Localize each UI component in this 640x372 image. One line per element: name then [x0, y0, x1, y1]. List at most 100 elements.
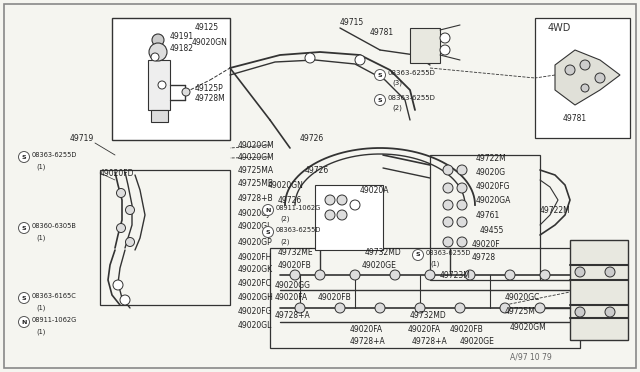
- Text: S: S: [416, 253, 420, 257]
- Circle shape: [505, 270, 515, 280]
- Text: 49728+A: 49728+A: [275, 311, 311, 320]
- Text: 49722M: 49722M: [540, 205, 571, 215]
- Text: 49020FA: 49020FA: [350, 326, 383, 334]
- Text: 08363-6255D: 08363-6255D: [426, 250, 472, 256]
- Text: 49020GM: 49020GM: [510, 324, 547, 333]
- Circle shape: [595, 73, 605, 83]
- Circle shape: [151, 53, 159, 61]
- Circle shape: [500, 303, 510, 313]
- Circle shape: [337, 195, 347, 205]
- Text: 08360-6305B: 08360-6305B: [32, 223, 77, 229]
- Text: 49020GH: 49020GH: [238, 294, 274, 302]
- Text: 49725M: 49725M: [505, 308, 536, 317]
- Text: 49761: 49761: [476, 211, 500, 219]
- Circle shape: [575, 307, 585, 317]
- Circle shape: [605, 267, 615, 277]
- Bar: [148, 60, 170, 110]
- Circle shape: [305, 53, 315, 63]
- Text: 49781: 49781: [563, 113, 587, 122]
- Text: 49728+A: 49728+A: [350, 337, 386, 346]
- Text: 49020GG: 49020GG: [275, 280, 311, 289]
- Text: 49020GA: 49020GA: [476, 196, 511, 205]
- Text: 49182: 49182: [170, 44, 194, 52]
- Circle shape: [565, 65, 575, 75]
- Circle shape: [415, 303, 425, 313]
- Circle shape: [390, 270, 400, 280]
- Text: 49732MD: 49732MD: [410, 311, 447, 320]
- Text: 49125P: 49125P: [195, 83, 224, 93]
- Circle shape: [182, 88, 190, 96]
- Circle shape: [315, 270, 325, 280]
- Text: 08363-6255D: 08363-6255D: [32, 152, 77, 158]
- Circle shape: [335, 303, 345, 313]
- Text: 49020GP: 49020GP: [238, 237, 273, 247]
- Circle shape: [465, 270, 475, 280]
- Circle shape: [125, 237, 134, 247]
- Circle shape: [413, 250, 424, 260]
- Circle shape: [457, 183, 467, 193]
- Circle shape: [19, 292, 29, 304]
- Circle shape: [457, 200, 467, 210]
- Text: 49728+B: 49728+B: [238, 193, 274, 202]
- Circle shape: [443, 183, 453, 193]
- Circle shape: [158, 81, 166, 89]
- Bar: [151, 110, 168, 122]
- Bar: [410, 28, 440, 63]
- Text: 49020FD: 49020FD: [100, 169, 134, 177]
- Text: 49020GJ: 49020GJ: [238, 221, 270, 231]
- Text: (1): (1): [36, 164, 45, 170]
- Text: 49020FA: 49020FA: [408, 326, 441, 334]
- Text: 49020FA: 49020FA: [275, 294, 308, 302]
- Bar: [570, 240, 628, 340]
- Circle shape: [116, 224, 125, 232]
- Bar: [535, 18, 630, 138]
- Text: 49191: 49191: [170, 32, 194, 41]
- Text: 49020GM: 49020GM: [238, 141, 275, 150]
- Circle shape: [355, 55, 365, 65]
- Text: 08363-6255D: 08363-6255D: [388, 70, 436, 76]
- Text: 08911-1062G: 08911-1062G: [32, 317, 77, 323]
- Bar: [315, 185, 383, 250]
- Bar: [112, 18, 230, 140]
- Circle shape: [116, 189, 125, 198]
- Circle shape: [19, 317, 29, 327]
- Circle shape: [325, 210, 335, 220]
- Circle shape: [535, 303, 545, 313]
- Text: 49726: 49726: [278, 196, 302, 205]
- Circle shape: [581, 84, 589, 92]
- Text: 49726: 49726: [300, 134, 324, 142]
- Circle shape: [125, 205, 134, 215]
- Circle shape: [113, 280, 123, 290]
- Text: 49715: 49715: [340, 17, 364, 26]
- Circle shape: [19, 222, 29, 234]
- Text: 08363-6255D: 08363-6255D: [276, 227, 321, 233]
- Circle shape: [540, 270, 550, 280]
- Text: 49732MD: 49732MD: [365, 247, 402, 257]
- Bar: [430, 155, 540, 280]
- Text: 49020FB: 49020FB: [318, 294, 352, 302]
- Circle shape: [262, 205, 273, 215]
- Bar: [100, 170, 230, 305]
- Text: 49455: 49455: [480, 225, 504, 234]
- Text: 49020A: 49020A: [360, 186, 390, 195]
- Circle shape: [262, 227, 273, 237]
- Text: 49020F: 49020F: [472, 240, 500, 248]
- Circle shape: [425, 270, 435, 280]
- Text: 49725MB: 49725MB: [238, 179, 274, 187]
- Text: 49020GE: 49020GE: [362, 260, 397, 269]
- Circle shape: [375, 303, 385, 313]
- Text: (3): (3): [392, 80, 402, 86]
- Text: (2): (2): [280, 239, 289, 245]
- Text: (2): (2): [392, 105, 402, 111]
- Text: 49719: 49719: [70, 134, 94, 142]
- Text: (1): (1): [430, 261, 440, 267]
- Text: 49020FG: 49020FG: [476, 182, 511, 190]
- Text: 49723M: 49723M: [440, 270, 471, 279]
- Circle shape: [295, 303, 305, 313]
- Circle shape: [120, 295, 130, 305]
- Text: 49125: 49125: [195, 22, 219, 32]
- Text: A/97 10 79: A/97 10 79: [510, 353, 552, 362]
- Text: 08363-6255D: 08363-6255D: [388, 95, 436, 101]
- Text: 49020FB: 49020FB: [450, 326, 484, 334]
- Circle shape: [457, 217, 467, 227]
